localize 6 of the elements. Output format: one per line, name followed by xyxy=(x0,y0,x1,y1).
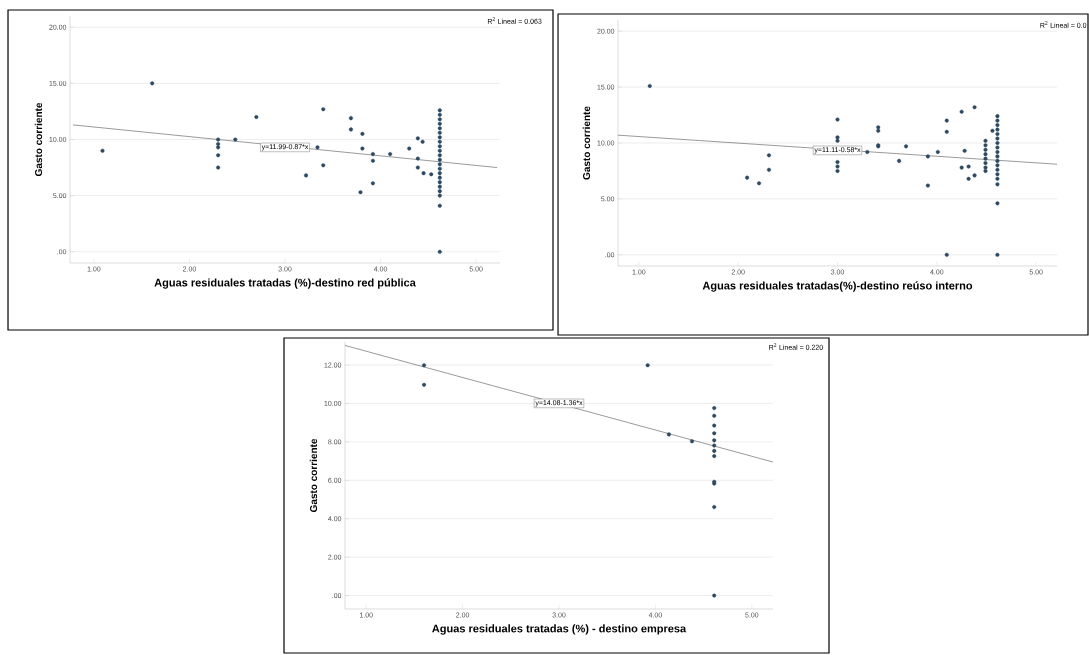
y-axis-title: Gasto corriente xyxy=(582,106,591,180)
y-axis-title: Gasto corriente xyxy=(309,438,318,513)
x-axis-title: Aguas residuales tratadas(%)-destino reúso interno xyxy=(702,281,973,292)
y-axis-title: Gasto corriente xyxy=(34,102,43,177)
x-axis-title: Aguas residuales tratadas (%) - destino empresa xyxy=(432,624,687,635)
x-axis-title: Aguas residuales tratadas (%)-destino red pública xyxy=(154,278,416,289)
